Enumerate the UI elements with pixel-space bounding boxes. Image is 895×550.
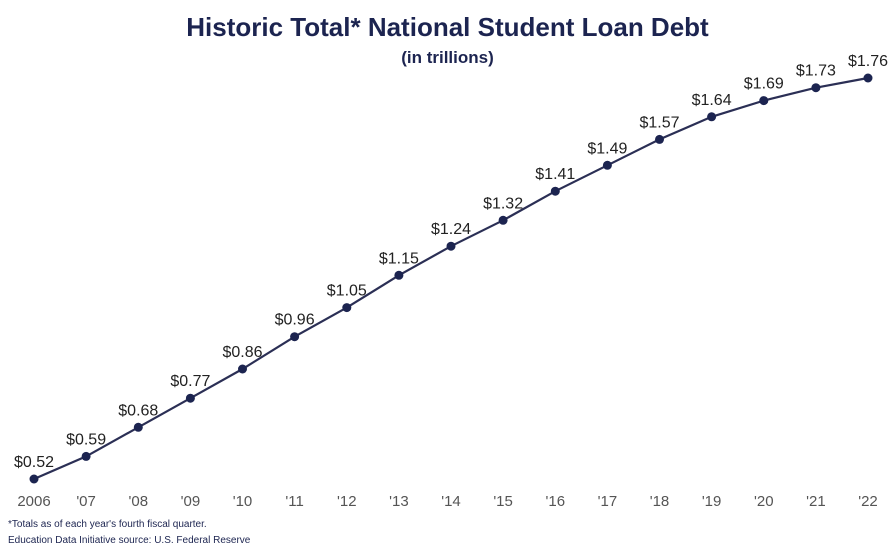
x-tick-label: '14 [441, 493, 461, 510]
x-tick-label: 2006 [17, 493, 50, 510]
data-point [185, 393, 195, 403]
x-tick-label: '12 [337, 493, 357, 510]
data-point [550, 186, 560, 196]
data-point [446, 241, 456, 251]
data-point [811, 83, 821, 93]
data-label: $1.32 [483, 195, 523, 212]
x-tick-label: '08 [129, 493, 149, 510]
chart-subtitle: (in trillions) [401, 48, 494, 67]
data-label: $1.64 [692, 92, 732, 109]
data-point [290, 332, 300, 342]
data-point [498, 215, 508, 225]
data-label: $0.96 [275, 312, 315, 329]
data-label: $0.59 [66, 431, 106, 448]
x-axis-ticks: 2006 '07 '08 '09 '10 '11 '12 '13 '14 '15 '16 '17 '18… [17, 493, 877, 510]
data-label: $1.49 [587, 140, 627, 157]
data-point [863, 73, 873, 83]
data-label: $1.76 [848, 53, 888, 70]
data-label: $1.05 [327, 283, 367, 300]
data-point [133, 422, 143, 432]
data-point [707, 112, 717, 122]
data-point [81, 451, 91, 461]
data-label: $1.15 [379, 250, 419, 267]
data-point [759, 96, 769, 106]
x-tick-label: '21 [806, 493, 826, 510]
series-line [33, 76, 869, 481]
x-tick-label: '15 [493, 493, 513, 510]
x-tick-label: '09 [181, 493, 201, 510]
data-label: $0.86 [222, 344, 262, 361]
data-label: $1.57 [639, 114, 679, 131]
data-label-layer: $0.52 $0.59 $0.68 $0.77 $0.86 $0.96 $1.05 $1.15… [14, 53, 888, 471]
marker-layer [29, 73, 873, 484]
data-label: $1.69 [744, 76, 784, 93]
source-note: Education Data Initiative source: U.S. F… [8, 535, 251, 546]
x-tick-label: '17 [598, 493, 618, 510]
chart-title: Historic Total* National Student Loan De… [186, 12, 709, 42]
data-label: $1.73 [796, 63, 836, 80]
data-label: $0.77 [170, 373, 210, 390]
x-tick-label: '19 [702, 493, 722, 510]
data-label: $1.41 [535, 166, 575, 183]
data-label: $0.52 [14, 454, 54, 471]
data-point [29, 474, 39, 484]
data-label: $1.24 [431, 221, 471, 238]
line-layer [33, 76, 869, 481]
x-tick-label: '10 [233, 493, 253, 510]
data-point [602, 160, 612, 170]
data-point [342, 303, 352, 313]
x-tick-label: '18 [650, 493, 670, 510]
data-point [238, 364, 247, 374]
data-point [655, 134, 664, 144]
data-label: $0.68 [118, 402, 158, 419]
x-tick-label: '07 [76, 493, 96, 510]
x-tick-label: '13 [389, 493, 409, 510]
x-tick-label: '11 [285, 493, 303, 510]
data-point [394, 270, 404, 280]
x-tick-label: '22 [858, 493, 878, 510]
x-tick-label: '20 [754, 493, 774, 510]
footnote: *Totals as of each year's fourth fiscal … [8, 519, 207, 530]
x-tick-label: '16 [546, 493, 566, 510]
